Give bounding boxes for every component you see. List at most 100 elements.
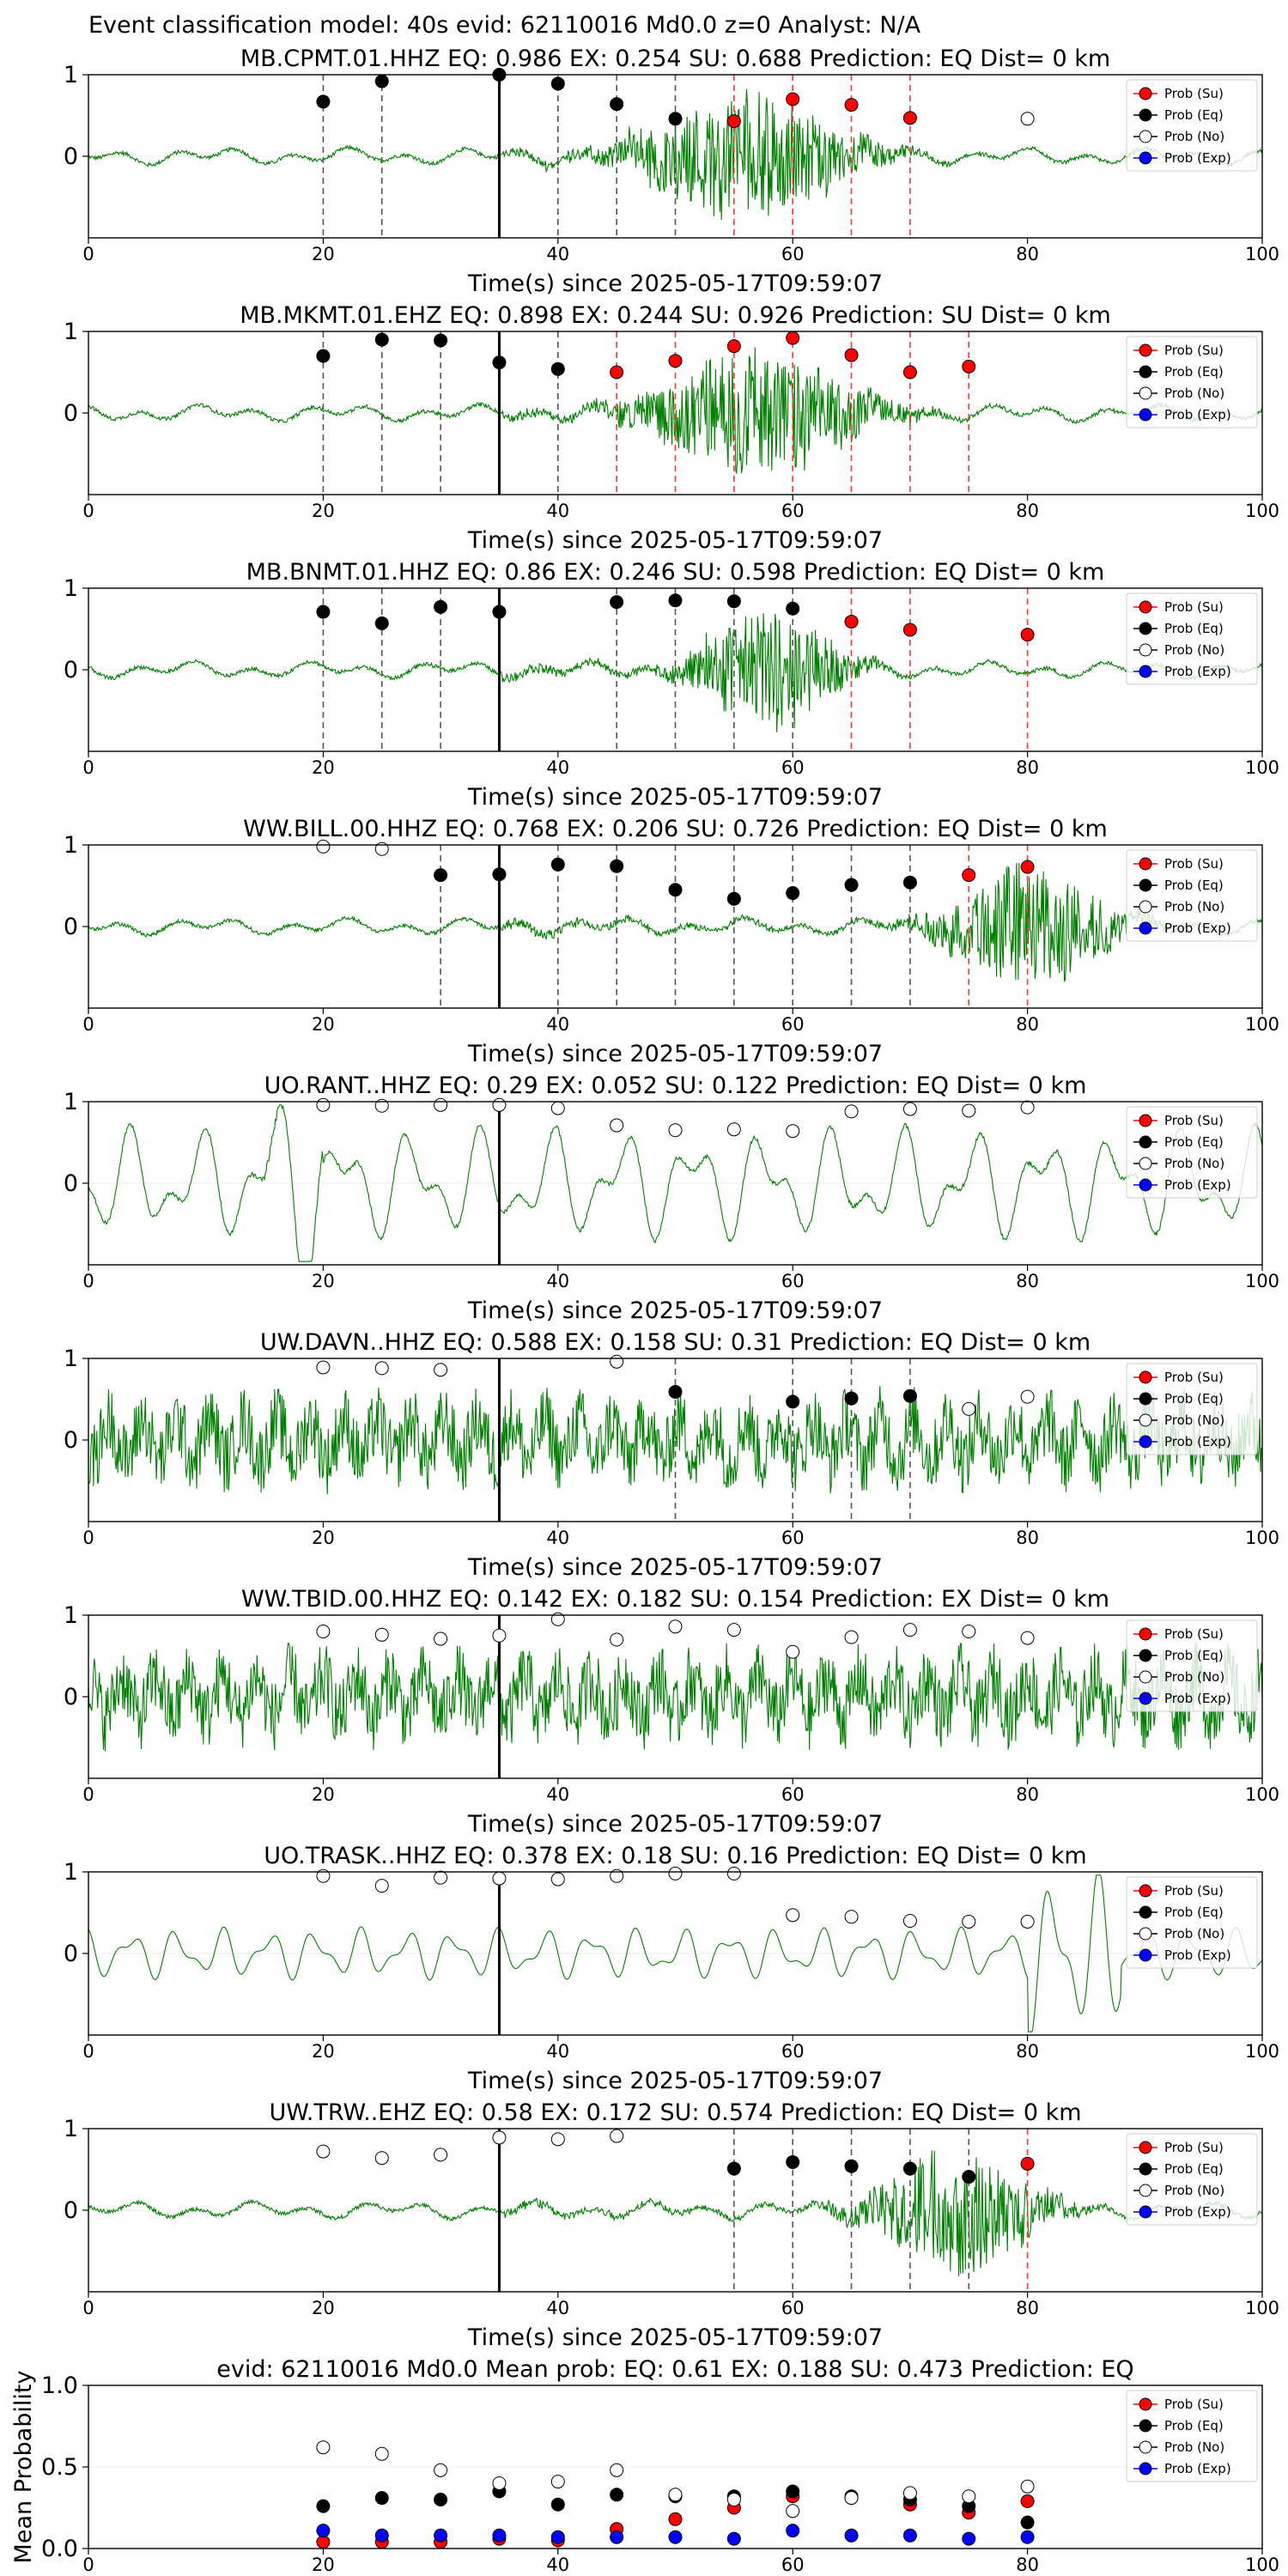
y-tick-label: 1: [64, 319, 78, 345]
y-tick-label: 1: [64, 2116, 78, 2142]
mean-prob-point-no: [610, 2463, 624, 2477]
prob-point-no: [668, 1619, 683, 1634]
prob-point-no: [726, 1866, 741, 1880]
legend-marker-exp: [1139, 921, 1152, 935]
x-tick-label: 80: [1016, 1271, 1039, 1291]
x-tick-label: 20: [312, 1271, 335, 1291]
mean-prob-point-exp: [610, 2530, 624, 2544]
prob-point-no: [374, 1361, 389, 1376]
prob-point-eq: [550, 361, 565, 376]
mean-prob-point-exp: [434, 2528, 448, 2543]
legend-label-eq: Prob (Eq): [1164, 1134, 1224, 1150]
legend-marker-eq: [1139, 2162, 1152, 2176]
panel-title: UW.TRW..EHZ EQ: 0.58 EX: 0.172 SU: 0.574…: [269, 2099, 1081, 2126]
legend-marker-eq: [1139, 622, 1152, 635]
prob-point-eq: [492, 355, 507, 370]
legend-label-no: Prob (No): [1164, 1669, 1224, 1685]
legend-marker-no: [1139, 1157, 1152, 1170]
x-axis-label: Time(s) since 2025-05-17T09:59:07: [467, 2068, 883, 2094]
prob-point-no: [316, 1097, 331, 1112]
x-tick-label: 20: [312, 2041, 335, 2062]
x-tick-label: 100: [1245, 1528, 1279, 1548]
x-axis-label: Time(s) since 2025-05-17T09:59:07: [467, 527, 883, 554]
panel-title: UW.DAVN..HHZ EQ: 0.588 EX: 0.158 SU: 0.3…: [260, 1329, 1091, 1356]
y-tick-label: 1: [64, 62, 78, 88]
legend-marker-exp: [1139, 2205, 1152, 2219]
legend-marker-eq: [1139, 1649, 1152, 1662]
x-tick-label: 100: [1245, 501, 1279, 521]
prob-point-no: [1020, 1914, 1035, 1929]
prob-point-su: [902, 623, 917, 637]
mean-prob-point-no: [962, 2489, 976, 2504]
panel-2: MB.MKMT.01.EHZ EQ: 0.898 EX: 0.244 SU: 0…: [64, 302, 1279, 554]
legend-marker-su: [1139, 2397, 1152, 2411]
mean-prob-point-eq: [610, 2488, 624, 2502]
mean-prob-point-no: [316, 2440, 331, 2455]
x-tick-label: 40: [546, 1014, 569, 1035]
prob-point-su: [844, 614, 859, 629]
prob-point-no: [844, 1910, 859, 1924]
waveform-group: [88, 1642, 1262, 1752]
legend-marker-su: [1139, 1627, 1152, 1641]
waveform-group: [88, 1386, 1262, 1495]
legend-box: [1126, 1106, 1258, 1199]
waveform-group: [88, 347, 1262, 474]
x-tick-label: 20: [312, 244, 335, 264]
x-tick-label: 80: [1016, 501, 1039, 521]
mean-prob-point-no: [726, 2493, 741, 2506]
prob-point-no: [374, 2151, 389, 2166]
mean-prob-point-eq: [786, 2484, 800, 2499]
prob-point-eq: [316, 94, 331, 109]
legend-label-no: Prob (No): [1164, 1156, 1224, 1171]
legend-marker-exp: [1139, 1948, 1152, 1962]
mean-prob-point-exp: [726, 2531, 741, 2546]
legend-marker-no: [1139, 130, 1152, 143]
y-axis-label: Mean Probability: [10, 2371, 37, 2564]
legend-box: [1126, 1876, 1258, 1969]
legend-label-no: Prob (No): [1164, 2183, 1224, 2198]
prob-point-no: [1020, 1631, 1035, 1645]
mean-prob-point-no: [1020, 2479, 1035, 2494]
prob-point-no: [316, 839, 331, 854]
legend-marker-no: [1139, 1927, 1152, 1941]
prob-point-no: [374, 1879, 389, 1893]
legend-label-su: Prob (Su): [1164, 1370, 1224, 1385]
x-tick-label: 40: [546, 2298, 569, 2318]
prob-point-no: [434, 1363, 448, 1377]
prob-point-no: [610, 1354, 624, 1369]
panel-5: UO.RANT..HHZ EQ: 0.29 EX: 0.052 SU: 0.12…: [64, 1072, 1279, 1324]
legend-marker-su: [1139, 1884, 1152, 1898]
prob-point-eq: [492, 867, 507, 882]
legend-label-exp: Prob (Exp): [1164, 920, 1231, 936]
legend-box: [1126, 592, 1258, 685]
prob-point-no: [492, 1628, 507, 1643]
prob-point-no: [434, 2148, 448, 2162]
x-tick-label: 40: [546, 2041, 569, 2062]
x-tick-label: 60: [781, 757, 805, 778]
x-tick-label: 40: [546, 2555, 569, 2575]
mean-prob-point-exp: [962, 2531, 976, 2546]
legend-marker-su: [1139, 2141, 1152, 2154]
x-tick-label: 60: [781, 2555, 805, 2575]
x-tick-label: 40: [546, 1784, 569, 1805]
prob-point-eq: [844, 2159, 859, 2173]
legend-marker-eq: [1139, 1392, 1152, 1406]
x-tick-label: 80: [1016, 1784, 1039, 1805]
x-tick-label: 100: [1245, 2298, 1279, 2318]
legend-label-exp: Prob (Exp): [1164, 2461, 1231, 2476]
legend-marker-su: [1139, 857, 1152, 871]
waveform-trace: [88, 613, 1262, 732]
y-tick-label: 0: [64, 657, 78, 683]
prob-point-eq: [668, 1384, 683, 1399]
x-tick-label: 20: [312, 1784, 335, 1805]
prob-point-no: [550, 1612, 565, 1626]
prob-point-no: [434, 1870, 448, 1885]
prob-point-su: [786, 92, 800, 106]
prob-point-no: [610, 2129, 624, 2143]
legend-marker-su: [1139, 1370, 1152, 1384]
x-tick-label: 40: [546, 1271, 569, 1291]
legend-marker-su: [1139, 600, 1152, 614]
legend-label-no: Prob (No): [1164, 642, 1224, 658]
prob-point-no: [316, 1868, 331, 1883]
legend-label-eq: Prob (Eq): [1164, 621, 1224, 636]
